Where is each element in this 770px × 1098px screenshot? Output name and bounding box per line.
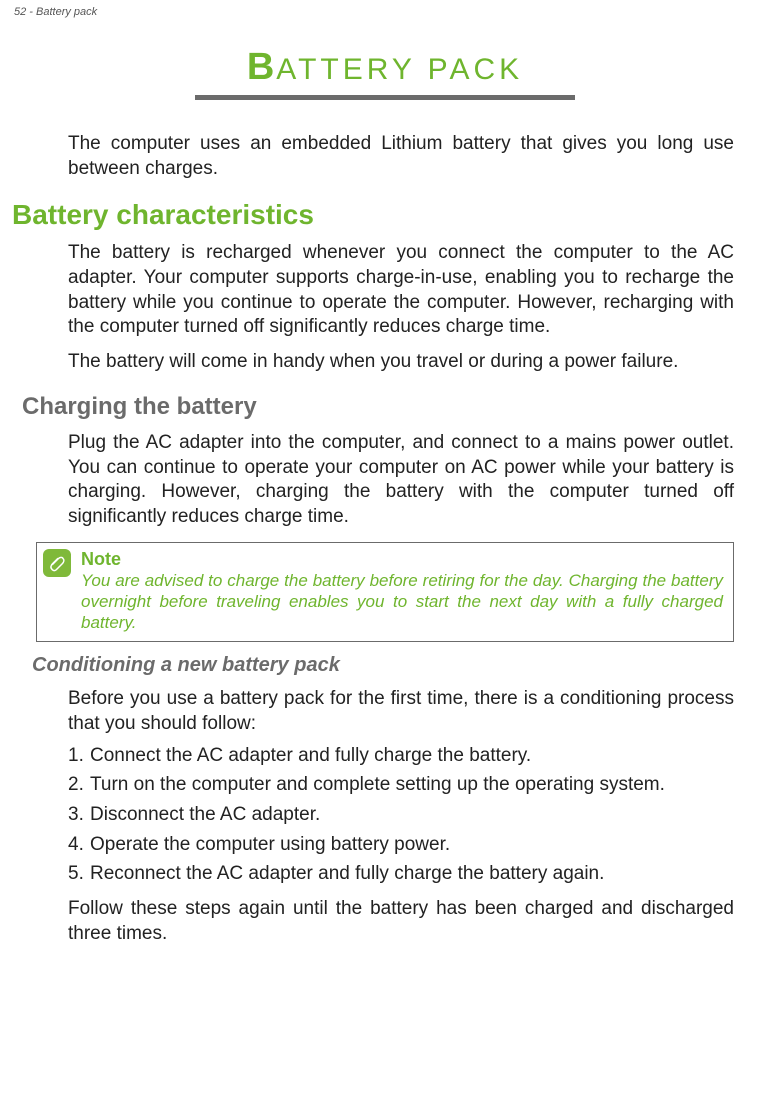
step-number: 5.: [68, 861, 90, 887]
step-number: 3.: [68, 802, 90, 828]
list-item: 3. Disconnect the AC adapter.: [68, 802, 734, 828]
list-item: 1. Connect the AC adapter and fully char…: [68, 743, 734, 769]
title-underline: [195, 95, 575, 100]
title-big-letter: B: [247, 46, 276, 88]
step-text: Disconnect the AC adapter.: [90, 802, 734, 828]
heading-conditioning: Conditioning a new battery pack: [32, 654, 734, 677]
page-header: 52 - Battery pack: [0, 0, 770, 18]
content-area: The computer uses an embedded Lithium ba…: [0, 132, 770, 946]
note-box: Note You are advised to charge the batte…: [36, 542, 734, 643]
conditioning-intro: Before you use a battery pack for the fi…: [68, 687, 734, 736]
conditioning-steps-list: 1. Connect the AC adapter and fully char…: [68, 743, 734, 887]
note-title: Note: [81, 549, 723, 570]
battery-char-para2: The battery will come in handy when you …: [68, 350, 734, 375]
paperclip-icon: [48, 554, 66, 572]
step-number: 2.: [68, 772, 90, 798]
step-text: Connect the AC adapter and fully charge …: [90, 743, 734, 769]
step-number: 1.: [68, 743, 90, 769]
note-body: Note You are advised to charge the batte…: [77, 543, 733, 642]
note-icon-column: [37, 543, 77, 577]
heading-battery-characteristics: Battery characteristics: [12, 199, 734, 231]
intro-paragraph: The computer uses an embedded Lithium ba…: [68, 132, 734, 181]
conditioning-followup: Follow these steps again until the batte…: [68, 897, 734, 946]
battery-char-para1: The battery is recharged whenever you co…: [68, 241, 734, 340]
step-text: Reconnect the AC adapter and fully charg…: [90, 861, 734, 887]
step-text: Operate the computer using battery power…: [90, 832, 734, 858]
note-icon: [43, 549, 71, 577]
list-item: 5. Reconnect the AC adapter and fully ch…: [68, 861, 734, 887]
main-title: BATTERY PACK: [0, 46, 770, 89]
charging-para: Plug the AC adapter into the computer, a…: [68, 431, 734, 530]
title-rest: ATTERY PACK: [276, 53, 523, 86]
note-text: You are advised to charge the battery be…: [81, 570, 723, 634]
list-item: 4. Operate the computer using battery po…: [68, 832, 734, 858]
list-item: 2. Turn on the computer and complete set…: [68, 772, 734, 798]
main-title-block: BATTERY PACK: [0, 46, 770, 100]
step-number: 4.: [68, 832, 90, 858]
step-text: Turn on the computer and complete settin…: [90, 772, 734, 798]
heading-charging-battery: Charging the battery: [22, 393, 734, 421]
